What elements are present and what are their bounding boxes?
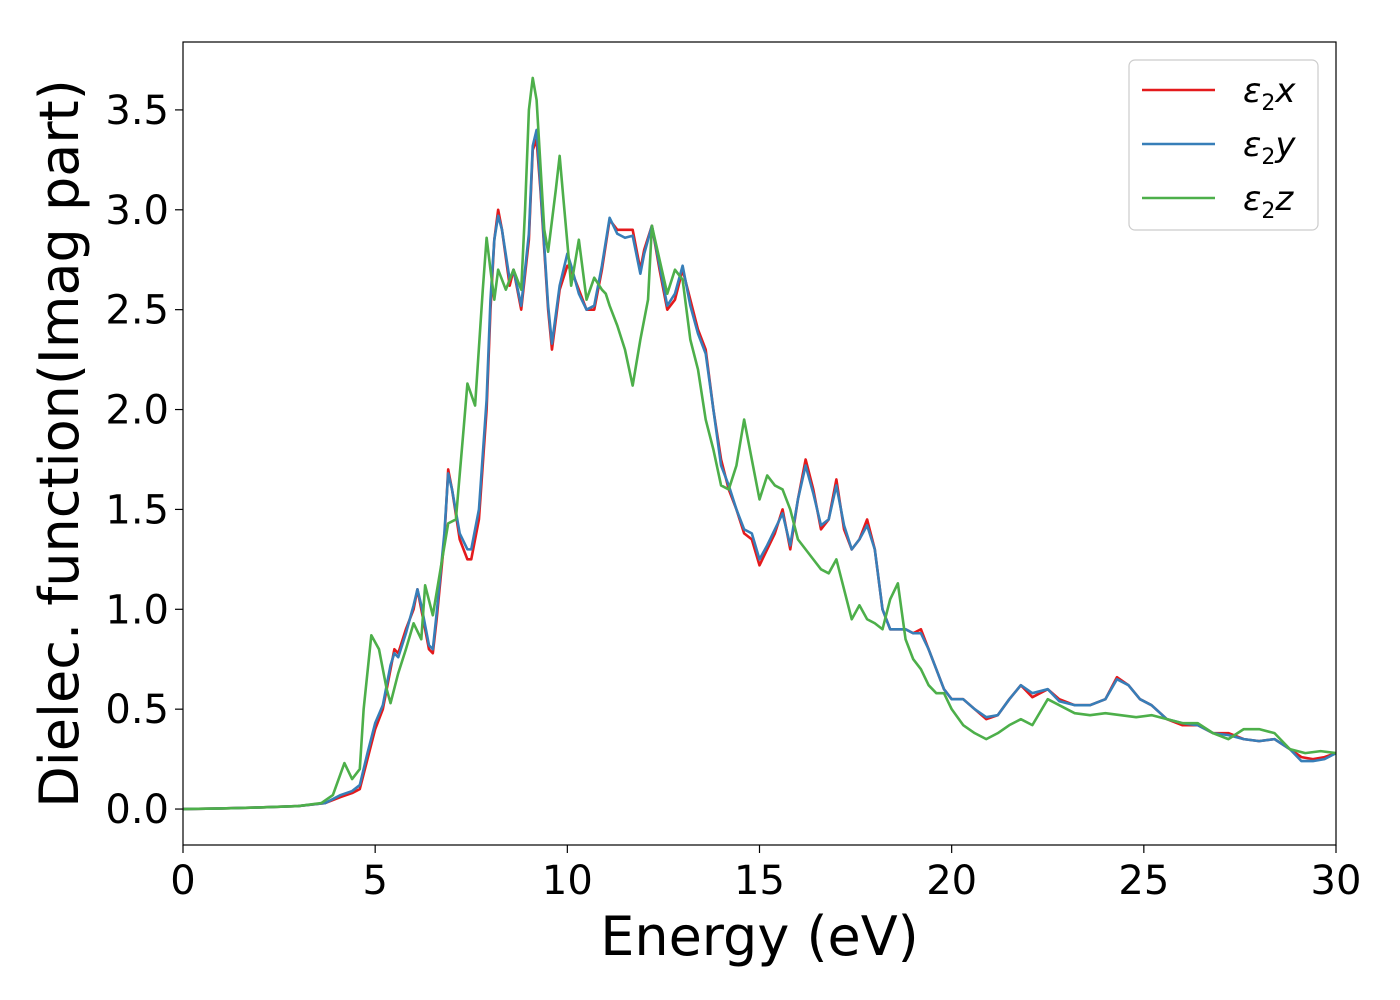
x-tick-label: 5 — [362, 858, 387, 904]
y-tick-label: 3.0 — [105, 188, 169, 234]
x-axis-title: Energy (eV) — [600, 905, 919, 968]
y-tick-label: 3.5 — [105, 88, 169, 134]
series-line-z — [183, 76, 1336, 811]
y-axis-title: Dielec. function(Imag part) — [28, 79, 91, 808]
legend: ε2x ε2y ε2z — [1128, 59, 1319, 231]
y-tick-label: 0.5 — [105, 687, 169, 733]
x-tick-label: 30 — [1311, 858, 1362, 904]
series-line-y — [183, 128, 1336, 811]
y-tick-label: 1.5 — [105, 487, 169, 533]
legend-label-y: ε2y — [1243, 125, 1296, 170]
y-tick-label: 1.0 — [105, 587, 169, 633]
legend-label-z: ε2z — [1243, 179, 1294, 224]
y-tick-label: 0.0 — [105, 787, 169, 833]
legend-box — [1128, 59, 1319, 231]
x-tick-label: 25 — [1118, 858, 1169, 904]
x-tick-label: 20 — [926, 858, 977, 904]
x-tick-label: 10 — [542, 858, 593, 904]
series-layer — [183, 76, 1336, 811]
x-tick-label: 15 — [734, 858, 785, 904]
x-tick-label: 0 — [170, 858, 195, 904]
series-line-x — [183, 138, 1336, 811]
ticks-layer: 0 5 10 15 20 25 30 0.0 0.5 1.0 1.5 2.0 2.5 3.0 3.5 — [105, 88, 1361, 904]
legend-label-x: ε2x — [1243, 71, 1296, 116]
y-tick-label: 2.5 — [105, 288, 169, 334]
y-tick-label: 2.0 — [105, 388, 169, 434]
